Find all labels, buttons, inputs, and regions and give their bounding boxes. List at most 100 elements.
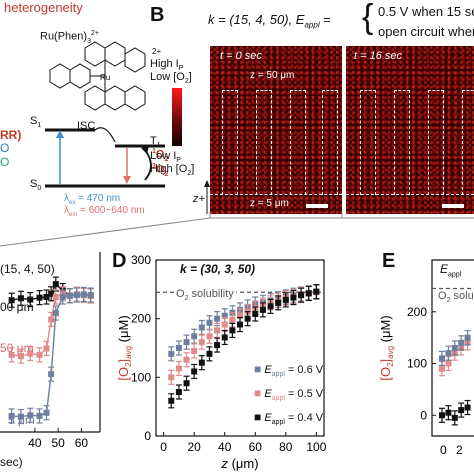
panel-d-k-label: k = (30, 3, 50) xyxy=(180,262,256,276)
data-point xyxy=(8,347,15,363)
data-point xyxy=(252,306,259,322)
x-tick-label: 40 xyxy=(28,436,42,450)
data-point xyxy=(8,408,15,424)
t16-label: t = 16 sec xyxy=(354,50,403,62)
singlet-oxygen-label: 1O2 xyxy=(152,148,169,163)
data-point xyxy=(168,393,175,409)
panel-e-solubility-label: O2 solubil xyxy=(438,290,474,305)
microwell xyxy=(428,90,444,195)
panel-e-xtick-0: 0 xyxy=(440,443,447,457)
colorbar-high-ip: High IP xyxy=(150,58,184,73)
panel-c-label-5: 5 μm xyxy=(8,413,35,427)
data-point xyxy=(175,384,182,400)
time-bracket xyxy=(0,212,474,247)
panel-e-e-label: Eappl xyxy=(440,262,462,279)
scale-bar xyxy=(306,204,328,208)
data-point xyxy=(229,322,236,339)
complex-formula: Ru(Phen)32+ xyxy=(40,30,99,45)
data-point xyxy=(87,287,94,303)
isc-label: ISC xyxy=(77,120,96,132)
panel-c-label-100: 00 μm xyxy=(0,300,34,314)
scale-bar xyxy=(442,204,464,208)
panel-d-plot-area xyxy=(168,284,320,409)
panel-d-letter: D xyxy=(112,250,127,272)
data-point xyxy=(464,330,471,346)
data-point xyxy=(237,316,243,333)
data-point xyxy=(290,289,297,306)
legend-item-0.5v: ■ Eappl = 0.5 V xyxy=(254,386,324,403)
t1-label: T1 xyxy=(150,135,161,150)
microwell xyxy=(394,90,410,195)
panel-c-x-ticks: 40 50 60 xyxy=(28,428,88,450)
data-point xyxy=(80,286,87,303)
data-point xyxy=(48,286,55,302)
colorbar xyxy=(172,88,182,146)
microwell xyxy=(222,90,238,195)
panel-e-ticks: 0 100 200 xyxy=(407,305,436,422)
data-point xyxy=(52,305,59,321)
panel-e-letter: E xyxy=(382,250,396,272)
panel-d-xlabel: z (μm) xyxy=(220,456,258,471)
data-point xyxy=(445,405,452,421)
data-point xyxy=(275,295,282,311)
data-point xyxy=(17,290,24,306)
charge-label: 2+ xyxy=(152,47,161,56)
jablonski-diagram xyxy=(45,127,165,188)
colorbar-low-ip: Low IP xyxy=(150,150,181,165)
panel-c-label-50: 50 μm xyxy=(0,341,34,355)
data-point xyxy=(43,340,50,357)
condition-line-2: open circuit when xyxy=(378,24,474,39)
microwell xyxy=(290,90,306,195)
data-point xyxy=(191,363,198,380)
y-tick-label: 200 xyxy=(407,305,427,319)
panel-e-frame xyxy=(431,259,474,437)
data-point xyxy=(43,289,50,305)
x-tick-label: 50 xyxy=(51,436,65,450)
panel-c-xlabel: sec) xyxy=(0,455,23,469)
panel-c-k-label: (15, 4, 50) xyxy=(0,262,55,276)
data-point xyxy=(27,345,34,362)
data-point xyxy=(305,285,312,302)
y-tick-label: 100 xyxy=(407,357,427,371)
panel-d-ticks: 0 20 40 60 80 100 0 100 200 300 xyxy=(131,253,327,454)
data-point xyxy=(244,311,251,327)
panel-e-ylabel: [O2]avg (μM) xyxy=(378,315,395,380)
data-point xyxy=(191,328,198,344)
s1-label: S1 xyxy=(30,115,42,130)
data-point xyxy=(439,350,445,366)
data-point xyxy=(282,292,289,308)
y-tick-label: 200 xyxy=(131,312,151,326)
data-point xyxy=(464,399,471,416)
z50-label: z = 50 μm xyxy=(250,70,295,81)
z5-label: z = 5 μm xyxy=(250,198,289,209)
panel-e-plot-area xyxy=(439,330,471,426)
data-point xyxy=(175,360,182,377)
data-point xyxy=(191,343,198,359)
data-point xyxy=(458,335,465,351)
micrograph-t0: t = 0 sec z = 50 μm z = 5 μm xyxy=(210,46,342,214)
data-point xyxy=(214,337,221,353)
y-tick-label: 100 xyxy=(131,370,151,384)
micrograph-t16: t = 16 sec xyxy=(346,46,474,214)
data-point xyxy=(183,352,190,368)
data-point xyxy=(27,407,34,423)
data-point xyxy=(214,322,221,339)
data-point xyxy=(183,334,190,350)
panel-a-title: heterogeneity xyxy=(4,0,83,15)
microwell xyxy=(462,90,474,195)
data-point xyxy=(451,410,458,426)
data-point xyxy=(458,402,465,418)
microwell xyxy=(360,90,376,195)
panel-e-chart: 0 100 200 [O2]avg (μM) 0 2 xyxy=(378,259,474,457)
data-point xyxy=(48,311,55,328)
s0-label: S0 xyxy=(30,178,42,193)
data-point xyxy=(198,334,205,350)
svg-text:[O2]avg (μM): [O2]avg (μM) xyxy=(378,315,395,380)
base-line xyxy=(210,194,342,195)
t0-label: t = 0 sec xyxy=(220,50,262,62)
data-point xyxy=(17,408,24,425)
data-point xyxy=(298,287,305,303)
data-point xyxy=(43,405,50,421)
z-axis-label: z+ xyxy=(193,193,205,205)
legend-item-0.6v: ■ Eappl = 0.6 V xyxy=(254,362,324,379)
